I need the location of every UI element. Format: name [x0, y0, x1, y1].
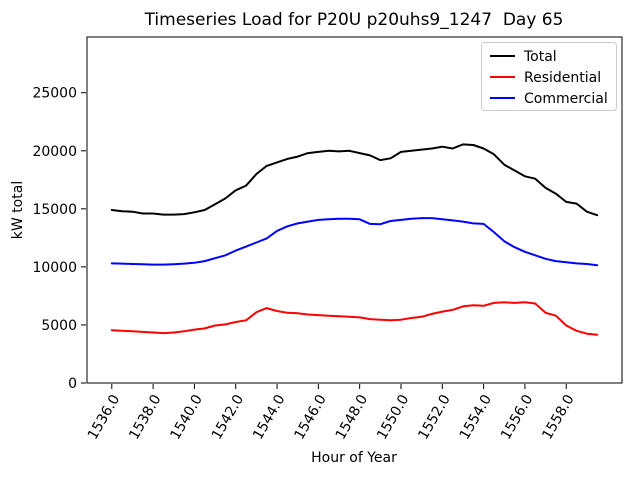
chart-title: Timeseries Load for P20U p20uhs9_1247 Da…	[144, 10, 564, 30]
legend-label-commercial: Commercial	[524, 91, 608, 107]
x-axis-ticks: 1536.0 1538.0 1540.0 1542.0 1544.0 1546.0 1548…	[85, 384, 578, 442]
legend: Total Residential Commercial	[481, 42, 617, 111]
series-group	[110, 143, 599, 336]
y-tick-label: 20000	[32, 144, 77, 160]
series-line-total	[110, 143, 599, 217]
x-tick-label: 1554.0	[457, 392, 495, 442]
x-tick-label: 1558.0	[539, 392, 577, 442]
x-tick-label: 1550.0	[374, 392, 412, 442]
x-tick-label: 1538.0	[126, 392, 164, 442]
axes-spines	[86, 36, 623, 384]
legend-frame	[481, 42, 617, 111]
x-tick-label: 1540.0	[168, 392, 206, 442]
x-tick-label: 1556.0	[498, 392, 536, 442]
x-tick-label: 1548.0	[333, 392, 371, 442]
legend-label-residential: Residential	[524, 70, 601, 86]
x-tick-label: 1546.0	[291, 392, 329, 442]
y-tick-label: 15000	[32, 202, 77, 218]
x-axis-label: Hour of Year	[311, 450, 397, 466]
y-tick-label: 5000	[41, 318, 77, 334]
x-tick-label: 1536.0	[85, 392, 123, 442]
y-axis-label: kW total	[10, 181, 26, 239]
y-tick-label: 25000	[32, 86, 77, 102]
y-tick-label: 0	[68, 376, 77, 392]
x-tick-label: 1542.0	[209, 392, 247, 442]
x-tick-label: 1552.0	[415, 392, 453, 442]
legend-label-total: Total	[523, 49, 557, 65]
x-tick-label: 1544.0	[250, 392, 288, 442]
y-tick-label: 10000	[32, 260, 77, 276]
y-axis-ticks: 0 5000 10000 15000 20000 25000	[32, 86, 86, 392]
series-line-commercial	[110, 217, 599, 267]
series-line-residential	[110, 301, 599, 336]
